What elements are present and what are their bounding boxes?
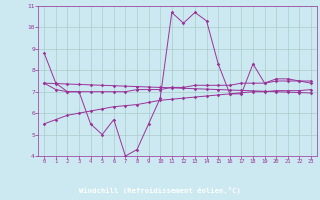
Text: Windchill (Refroidissement éolien,°C): Windchill (Refroidissement éolien,°C) [79, 186, 241, 194]
